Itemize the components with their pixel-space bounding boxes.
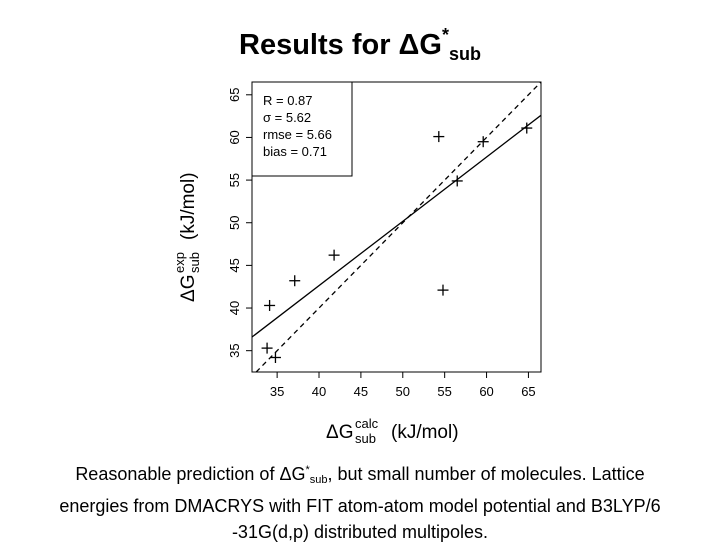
caption: Reasonable prediction of ΔG*sub, but sma… xyxy=(0,457,720,545)
caption-line-3: -31G(d,p) distributed multipoles. xyxy=(231,522,489,542)
y-axis-label: ΔG exp sub (kJ/mol) xyxy=(172,172,202,302)
fit-line xyxy=(252,114,541,338)
identity-line xyxy=(255,82,541,372)
page-title: Results for ΔG*sub xyxy=(0,26,720,63)
caption-line-2: energies from DMACRYS with FIT atom-atom… xyxy=(59,496,661,516)
data-point xyxy=(451,175,463,187)
x-tick-label: 50 xyxy=(396,384,410,399)
legend-entry: bias = 0.71 xyxy=(263,144,327,159)
data-point xyxy=(433,131,445,143)
legend-box xyxy=(251,81,353,177)
x-tick-label: 35 xyxy=(270,384,284,399)
y-tick-label: 55 xyxy=(227,173,242,187)
svg-text:exp: exp xyxy=(172,252,187,273)
legend-entry: R = 0.87 xyxy=(263,93,313,108)
svg-text:ΔG: ΔG xyxy=(326,422,353,443)
caption-sub: sub xyxy=(309,474,328,486)
svg-text:sub: sub xyxy=(355,431,376,446)
title-sub: sub xyxy=(448,44,481,64)
y-tick-label: 50 xyxy=(227,216,242,230)
data-point xyxy=(264,299,276,311)
plot-frame xyxy=(251,81,542,373)
legend-entry: rmse = 5.66 xyxy=(263,127,332,142)
svg-text:sub: sub xyxy=(187,252,202,273)
y-tick-label: 60 xyxy=(227,130,242,144)
data-point xyxy=(328,249,340,261)
svg-text:(kJ/mol): (kJ/mol) xyxy=(391,422,459,443)
svg-text:ΔG: ΔG xyxy=(178,275,199,302)
y-tick-label: 45 xyxy=(227,258,242,272)
data-point xyxy=(261,342,273,354)
x-tick-label: 40 xyxy=(312,384,326,399)
svg-text:(kJ/mol): (kJ/mol) xyxy=(178,172,199,240)
caption-part1: Reasonable prediction of ΔG xyxy=(75,464,306,484)
y-tick-label: 40 xyxy=(227,301,242,315)
data-point xyxy=(521,122,533,134)
legend-entry: σ = 5.62 xyxy=(263,110,311,125)
svg-text:calc: calc xyxy=(355,416,379,431)
data-point xyxy=(477,136,489,148)
x-tick-label: 60 xyxy=(479,384,493,399)
data-point xyxy=(437,284,449,296)
data-point xyxy=(289,275,301,287)
y-tick-label: 35 xyxy=(227,343,242,357)
y-tick-label: 65 xyxy=(227,88,242,102)
title-main: Results for ΔG xyxy=(239,29,442,61)
data-point xyxy=(269,352,281,363)
x-tick-label: 55 xyxy=(437,384,451,399)
caption-part2: , but small number of molecules. Lattice xyxy=(327,464,645,484)
caption-line-1: Reasonable prediction of ΔG*sub, but sma… xyxy=(0,457,720,493)
x-tick-label: 65 xyxy=(521,384,535,399)
x-tick-label: 45 xyxy=(354,384,368,399)
caption-sup: * xyxy=(305,464,310,476)
title-sup: * xyxy=(441,25,449,45)
